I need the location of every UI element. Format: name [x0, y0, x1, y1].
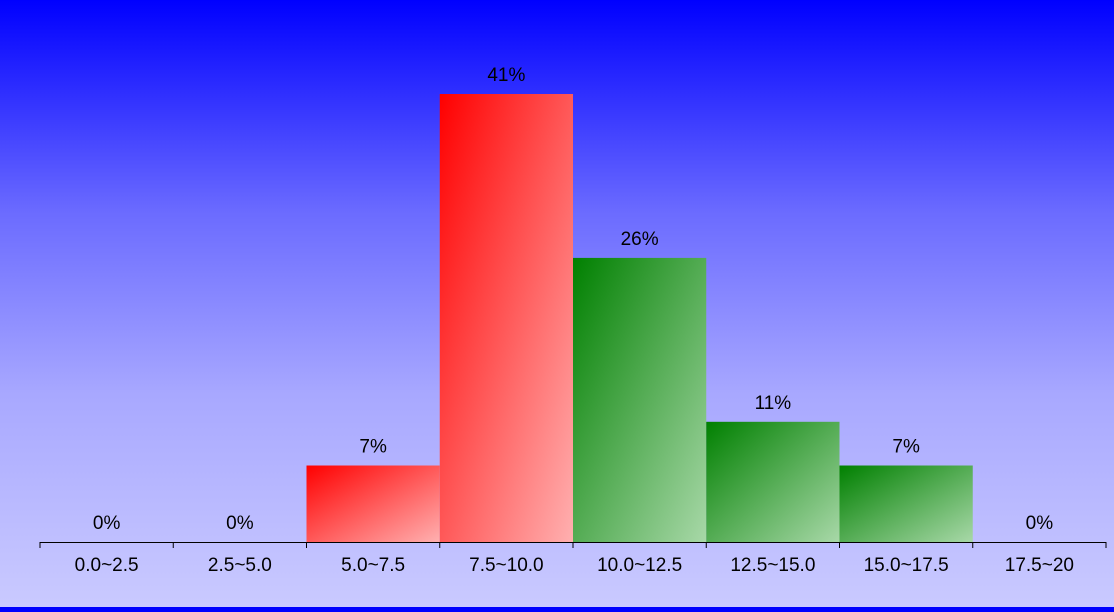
bar-15.0~17.5 [839, 465, 973, 542]
bar-10.0~12.5 [573, 257, 707, 542]
value-labels-layer: 0% 0% 7% 41% 26% 11% 7% 0% [93, 65, 1053, 534]
tick-label-10.0~12.5: 10.0~12.5 [597, 555, 682, 576]
value-label-7.5~10.0: 41% [487, 65, 525, 86]
x-axis [39, 542, 1107, 548]
value-label-12.5~15.0: 11% [755, 393, 792, 414]
tick-label-0.0~2.5: 0.0~2.5 [75, 555, 139, 576]
value-label-15.0~17.5: 7% [892, 437, 920, 458]
bar-7.5~10.0 [439, 94, 573, 542]
tick-label-12.5~15.0: 12.5~15.0 [730, 555, 815, 576]
tick-label-15.0~17.5: 15.0~17.5 [864, 555, 949, 576]
value-label-10.0~12.5: 26% [621, 229, 659, 250]
x-tick-labels: 0.0~2.5 2.5~5.0 5.0~7.5 7.5~10.0 10.0~12.5 12… [75, 555, 1074, 576]
bar-12.5~15.0 [706, 421, 840, 542]
value-label-0.0~2.5: 0% [93, 513, 121, 534]
value-label-17.5~20: 0% [1026, 513, 1054, 534]
value-label-2.5~5.0: 0% [226, 513, 254, 534]
tick-label-2.5~5.0: 2.5~5.0 [208, 555, 272, 576]
tick-label-7.5~10.0: 7.5~10.0 [469, 555, 544, 576]
value-label-5.0~7.5: 7% [359, 437, 387, 458]
bars-layer [306, 94, 973, 542]
bar-5.0~7.5 [306, 465, 440, 542]
tick-label-17.5~20: 17.5~20 [1005, 555, 1074, 576]
tick-label-5.0~7.5: 5.0~7.5 [341, 555, 405, 576]
